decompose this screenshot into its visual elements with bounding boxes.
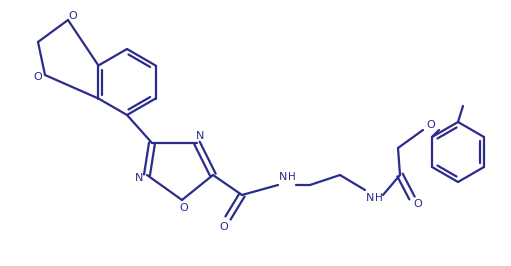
Text: N: N [366,193,374,203]
Text: H: H [375,193,383,203]
Text: O: O [427,120,435,130]
Text: O: O [68,11,77,21]
Text: N: N [135,173,143,183]
Text: N: N [279,172,287,182]
Text: N: N [196,131,204,141]
Text: O: O [180,203,189,213]
Text: O: O [34,72,42,82]
Text: H: H [288,172,296,182]
Text: O: O [413,199,423,209]
Text: O: O [220,222,228,232]
